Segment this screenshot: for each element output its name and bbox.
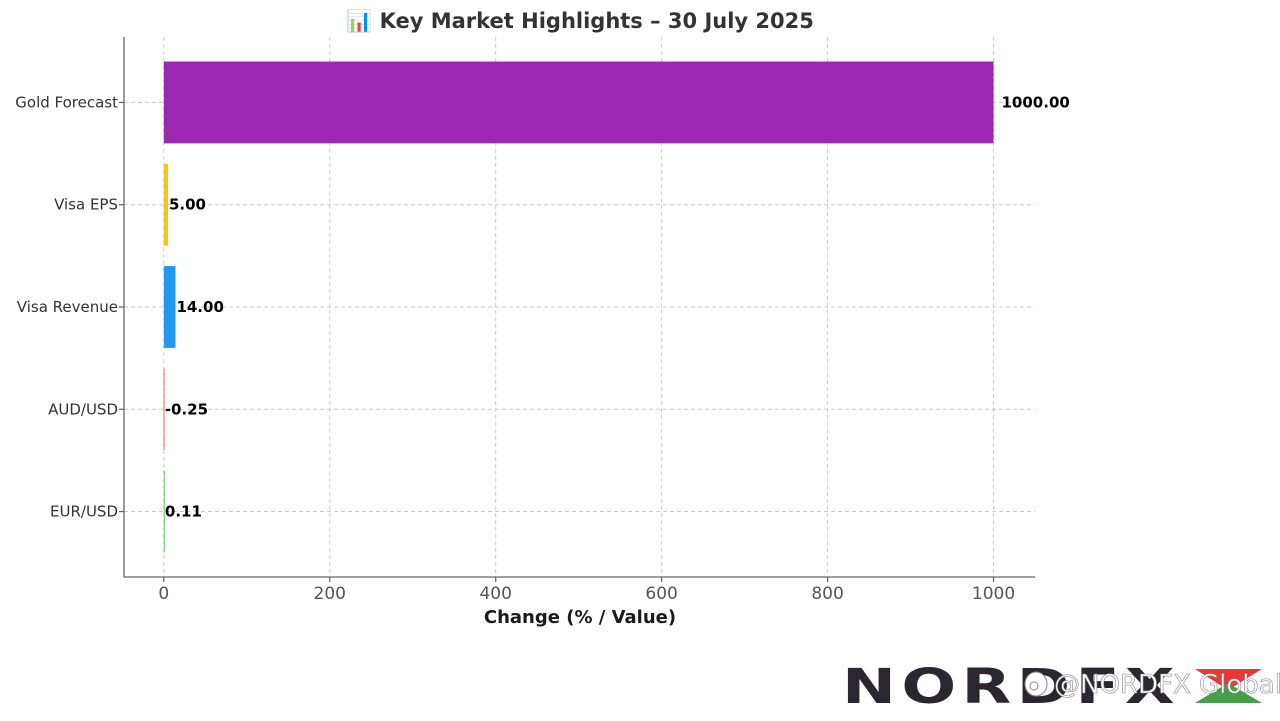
data-label: 14.00 — [176, 298, 223, 316]
x-tick-label: 800 — [811, 584, 843, 604]
data-label: -0.25 — [165, 400, 208, 418]
weibo-icon — [1024, 671, 1048, 697]
watermark: @NORDFX Global — [1024, 670, 1280, 700]
category-label: Visa Revenue — [17, 298, 118, 316]
category-label: AUD/USD — [48, 400, 118, 418]
category-label: Gold Forecast — [15, 93, 118, 111]
axes — [119, 37, 1035, 582]
bar — [163, 163, 168, 246]
chart-title: 📊 Key Market Highlights – 30 July 2025 — [346, 8, 814, 33]
bar — [163, 470, 165, 553]
bars — [163, 61, 994, 553]
x-axis-label: Change (% / Value) — [484, 607, 676, 628]
nordfx-logo: NORDFX — [842, 659, 1262, 715]
category-label: EUR/USD — [50, 503, 118, 521]
grid — [124, 37, 1035, 577]
x-tick-label: 1000 — [972, 584, 1015, 604]
x-tick-label: 0 — [158, 584, 169, 604]
logo-accent-red — [1195, 669, 1262, 690]
category-label: Visa EPS — [54, 196, 118, 214]
data-label: 1000.00 — [1002, 93, 1070, 111]
watermark-text: @NORDFX Global — [1054, 670, 1280, 700]
data-label: 0.11 — [165, 503, 202, 521]
x-tick-label: 200 — [314, 584, 346, 604]
nordfx-logo-text: NORDFX — [842, 659, 1180, 715]
data-label: 5.00 — [169, 196, 206, 214]
x-tick-label: 400 — [479, 584, 511, 604]
logo-accent-green — [1195, 683, 1262, 703]
x-tick-label: 600 — [645, 584, 677, 604]
labels: 0 200 400 600 800 1000 EUR/USD AUD/USD Visa Reve… — [15, 93, 1070, 604]
bar — [163, 266, 176, 348]
bar — [163, 368, 165, 451]
bar — [163, 61, 994, 144]
